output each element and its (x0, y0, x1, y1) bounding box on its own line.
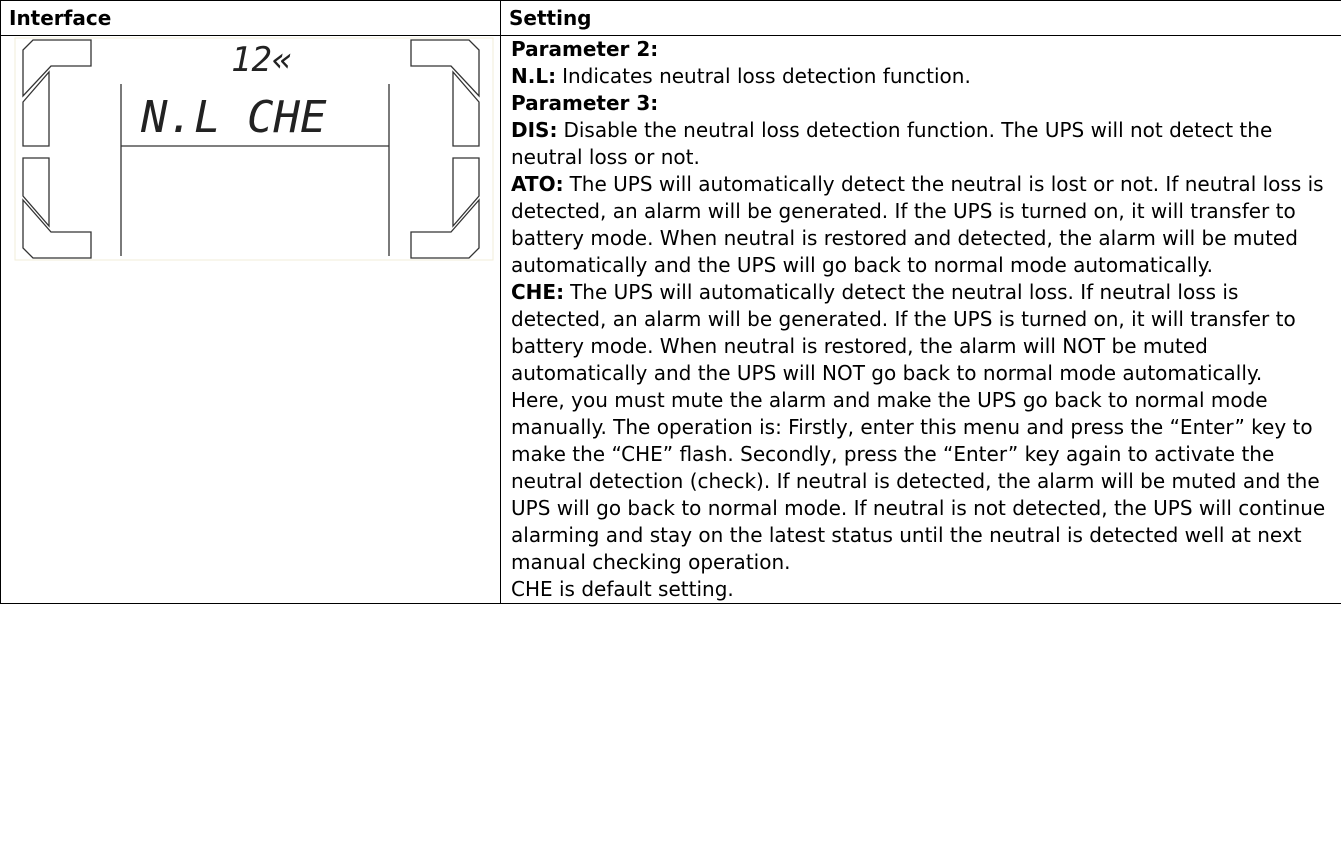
setting-paragraph: Parameter 2: (511, 36, 1335, 63)
setting-label: CHE: (511, 280, 565, 304)
setting-text: Here, you must mute the alarm and make t… (511, 388, 1326, 574)
setting-label: Parameter 2: (511, 37, 659, 61)
setting-paragraph: Here, you must mute the alarm and make t… (511, 387, 1335, 576)
setting-paragraph: DIS: Disable the neutral loss detection f… (511, 117, 1335, 171)
lcd-frame (14, 37, 494, 261)
setting-paragraph: Parameter 3: (511, 90, 1335, 117)
setting-paragraph: CHE: The UPS will automatically detect th… (511, 279, 1335, 387)
setting-label: N.L: (511, 64, 557, 88)
lcd-segments (22, 39, 480, 259)
settings-table: Interface Setting 12« N.L CHE Parameter … (0, 0, 1341, 604)
setting-text: Indicates neutral loss detection functio… (562, 64, 971, 88)
setting-paragraph: N.L: Indicates neutral loss detection fun… (511, 63, 1335, 90)
header-row: Interface Setting (0, 0, 1341, 36)
setting-cell: Parameter 2: N.L: Indicates neutral loss d… (500, 35, 1341, 604)
setting-paragraph: ATO: The UPS will automatically detect th… (511, 171, 1335, 279)
interface-cell: 12« N.L CHE (0, 35, 501, 604)
setting-text: The UPS will automatically detect the ne… (511, 172, 1324, 277)
setting-label: ATO: (511, 172, 564, 196)
setting-text: The UPS will automatically detect the ne… (511, 280, 1296, 385)
lcd-display: 12« N.L CHE (14, 37, 494, 261)
header-cell: Setting (500, 0, 1341, 36)
setting-label: Parameter 3: (511, 91, 659, 115)
header-cell: Interface (0, 0, 501, 36)
lcd-text: N.L CHE (140, 92, 327, 143)
setting-text: CHE is default setting. (511, 577, 734, 601)
setting-paragraph: CHE is default setting. (511, 576, 1335, 603)
setting-label: DIS: (511, 118, 558, 142)
body-row: 12« N.L CHE Parameter 2: N.L: Indicates ne… (0, 35, 1341, 604)
lcd-number: 12« (231, 40, 292, 80)
setting-text: Disable the neutral loss detection funct… (511, 118, 1273, 169)
